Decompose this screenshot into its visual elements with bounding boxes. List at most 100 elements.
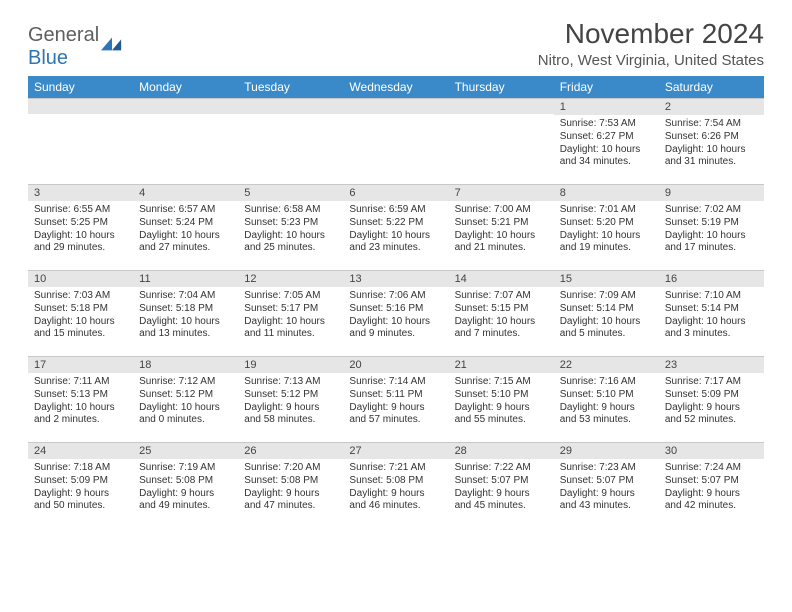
daylight-text: Daylight: 9 hours and 42 minutes. (665, 488, 758, 514)
sunrise-text: Sunrise: 7:13 AM (244, 376, 337, 389)
day-body: Sunrise: 7:03 AMSunset: 5:18 PMDaylight:… (28, 287, 133, 343)
day-number (28, 98, 133, 114)
calendar-cell: 27Sunrise: 7:21 AMSunset: 5:08 PMDayligh… (343, 442, 448, 528)
day-body: Sunrise: 7:17 AMSunset: 5:09 PMDaylight:… (659, 373, 764, 429)
sunset-text: Sunset: 5:18 PM (139, 303, 232, 316)
daylight-text: Daylight: 10 hours and 25 minutes. (244, 230, 337, 256)
day-number: 12 (238, 270, 343, 287)
calendar-cell (133, 98, 238, 184)
logo-blue: Blue (28, 47, 68, 69)
calendar-cell: 24Sunrise: 7:18 AMSunset: 5:09 PMDayligh… (28, 442, 133, 528)
day-body: Sunrise: 7:01 AMSunset: 5:20 PMDaylight:… (554, 201, 659, 257)
day-number (449, 98, 554, 114)
sunrise-text: Sunrise: 6:58 AM (244, 204, 337, 217)
month-title: November 2024 (538, 18, 764, 50)
day-body: Sunrise: 6:58 AMSunset: 5:23 PMDaylight:… (238, 201, 343, 257)
day-header: Thursday (449, 76, 554, 98)
sunrise-text: Sunrise: 7:10 AM (665, 290, 758, 303)
daylight-text: Daylight: 9 hours and 55 minutes. (455, 402, 548, 428)
day-number: 6 (343, 184, 448, 201)
daylight-text: Daylight: 10 hours and 31 minutes. (665, 144, 758, 170)
day-body: Sunrise: 7:24 AMSunset: 5:07 PMDaylight:… (659, 459, 764, 515)
day-number: 14 (449, 270, 554, 287)
day-body: Sunrise: 7:16 AMSunset: 5:10 PMDaylight:… (554, 373, 659, 429)
sunset-text: Sunset: 5:07 PM (560, 475, 653, 488)
daylight-text: Daylight: 10 hours and 9 minutes. (349, 316, 442, 342)
daylight-text: Daylight: 9 hours and 45 minutes. (455, 488, 548, 514)
sunrise-text: Sunrise: 6:59 AM (349, 204, 442, 217)
daylight-text: Daylight: 9 hours and 50 minutes. (34, 488, 127, 514)
calendar-table: SundayMondayTuesdayWednesdayThursdayFrid… (28, 76, 764, 528)
sunset-text: Sunset: 5:24 PM (139, 217, 232, 230)
day-number: 21 (449, 356, 554, 373)
sunset-text: Sunset: 5:23 PM (244, 217, 337, 230)
sunrise-text: Sunrise: 7:05 AM (244, 290, 337, 303)
day-body: Sunrise: 7:13 AMSunset: 5:12 PMDaylight:… (238, 373, 343, 429)
sunrise-text: Sunrise: 7:54 AM (665, 118, 758, 131)
calendar-cell: 7Sunrise: 7:00 AMSunset: 5:21 PMDaylight… (449, 184, 554, 270)
sunset-text: Sunset: 5:22 PM (349, 217, 442, 230)
day-number: 27 (343, 442, 448, 459)
daylight-text: Daylight: 10 hours and 27 minutes. (139, 230, 232, 256)
day-number: 18 (133, 356, 238, 373)
calendar-cell: 1Sunrise: 7:53 AMSunset: 6:27 PMDaylight… (554, 98, 659, 184)
calendar-cell (343, 98, 448, 184)
sunset-text: Sunset: 5:09 PM (34, 475, 127, 488)
day-number: 7 (449, 184, 554, 201)
daylight-text: Daylight: 10 hours and 7 minutes. (455, 316, 548, 342)
daylight-text: Daylight: 10 hours and 13 minutes. (139, 316, 232, 342)
day-body: Sunrise: 7:02 AMSunset: 5:19 PMDaylight:… (659, 201, 764, 257)
day-header: Sunday (28, 76, 133, 98)
sunset-text: Sunset: 5:14 PM (665, 303, 758, 316)
sunrise-text: Sunrise: 7:22 AM (455, 462, 548, 475)
day-body: Sunrise: 7:20 AMSunset: 5:08 PMDaylight:… (238, 459, 343, 515)
sunset-text: Sunset: 5:17 PM (244, 303, 337, 316)
day-number: 8 (554, 184, 659, 201)
day-body: Sunrise: 7:00 AMSunset: 5:21 PMDaylight:… (449, 201, 554, 257)
daylight-text: Daylight: 10 hours and 34 minutes. (560, 144, 653, 170)
day-body: Sunrise: 7:12 AMSunset: 5:12 PMDaylight:… (133, 373, 238, 429)
calendar-cell: 2Sunrise: 7:54 AMSunset: 6:26 PMDaylight… (659, 98, 764, 184)
day-number: 25 (133, 442, 238, 459)
sunset-text: Sunset: 5:15 PM (455, 303, 548, 316)
calendar-cell (28, 98, 133, 184)
sunset-text: Sunset: 5:08 PM (244, 475, 337, 488)
calendar-cell: 30Sunrise: 7:24 AMSunset: 5:07 PMDayligh… (659, 442, 764, 528)
sunset-text: Sunset: 5:18 PM (34, 303, 127, 316)
sunrise-text: Sunrise: 7:12 AM (139, 376, 232, 389)
sunset-text: Sunset: 5:13 PM (34, 389, 127, 402)
calendar-cell: 25Sunrise: 7:19 AMSunset: 5:08 PMDayligh… (133, 442, 238, 528)
sunrise-text: Sunrise: 7:23 AM (560, 462, 653, 475)
daylight-text: Daylight: 10 hours and 0 minutes. (139, 402, 232, 428)
daylight-text: Daylight: 9 hours and 43 minutes. (560, 488, 653, 514)
title-block: November 2024 Nitro, West Virginia, Unit… (538, 18, 764, 69)
day-number: 9 (659, 184, 764, 201)
calendar-cell: 28Sunrise: 7:22 AMSunset: 5:07 PMDayligh… (449, 442, 554, 528)
calendar-cell: 22Sunrise: 7:16 AMSunset: 5:10 PMDayligh… (554, 356, 659, 442)
day-body: Sunrise: 7:05 AMSunset: 5:17 PMDaylight:… (238, 287, 343, 343)
calendar-cell: 15Sunrise: 7:09 AMSunset: 5:14 PMDayligh… (554, 270, 659, 356)
logo-general: General (28, 24, 99, 46)
calendar-cell (449, 98, 554, 184)
day-number: 29 (554, 442, 659, 459)
sunrise-text: Sunrise: 7:18 AM (34, 462, 127, 475)
sunset-text: Sunset: 6:27 PM (560, 131, 653, 144)
sunset-text: Sunset: 5:25 PM (34, 217, 127, 230)
sunrise-text: Sunrise: 7:01 AM (560, 204, 653, 217)
sunrise-text: Sunrise: 7:17 AM (665, 376, 758, 389)
sunset-text: Sunset: 5:16 PM (349, 303, 442, 316)
sunrise-text: Sunrise: 7:04 AM (139, 290, 232, 303)
calendar-row: 10Sunrise: 7:03 AMSunset: 5:18 PMDayligh… (28, 270, 764, 356)
day-body: Sunrise: 7:18 AMSunset: 5:09 PMDaylight:… (28, 459, 133, 515)
calendar-cell: 9Sunrise: 7:02 AMSunset: 5:19 PMDaylight… (659, 184, 764, 270)
sunset-text: Sunset: 5:10 PM (455, 389, 548, 402)
day-number: 2 (659, 98, 764, 115)
calendar-row: 24Sunrise: 7:18 AMSunset: 5:09 PMDayligh… (28, 442, 764, 528)
day-body: Sunrise: 6:57 AMSunset: 5:24 PMDaylight:… (133, 201, 238, 257)
daylight-text: Daylight: 9 hours and 47 minutes. (244, 488, 337, 514)
day-header: Friday (554, 76, 659, 98)
calendar-cell: 18Sunrise: 7:12 AMSunset: 5:12 PMDayligh… (133, 356, 238, 442)
logo-text: General Blue (28, 24, 99, 70)
day-number: 19 (238, 356, 343, 373)
day-number: 15 (554, 270, 659, 287)
